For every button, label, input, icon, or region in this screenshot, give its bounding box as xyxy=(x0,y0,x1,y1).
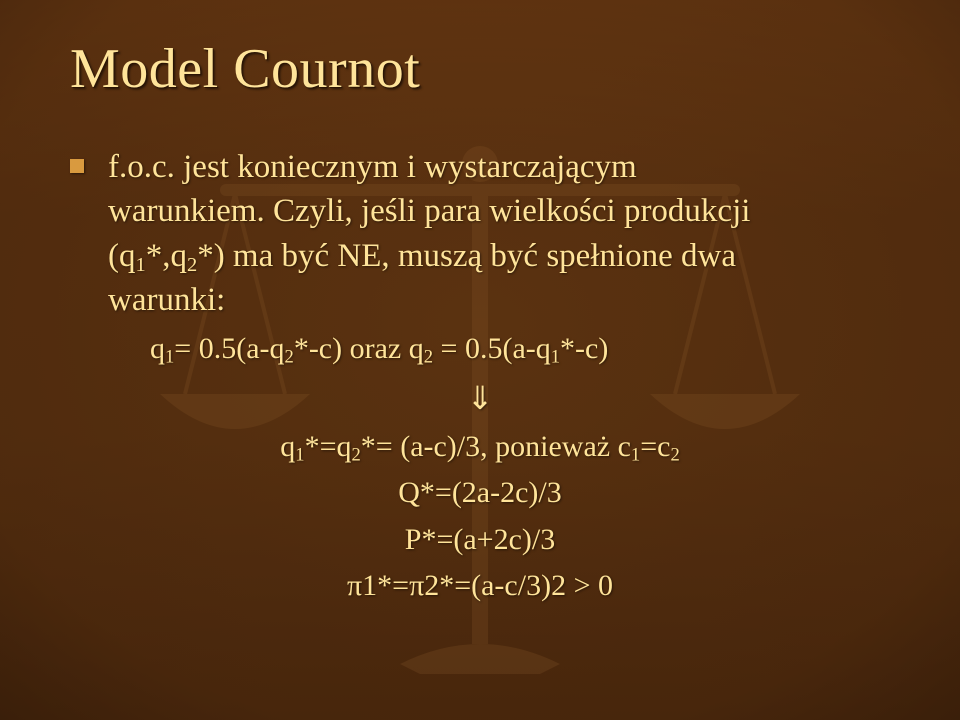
slide: Model Cournot f.o.c. jest koniecznym i w… xyxy=(0,0,960,720)
slide-body: f.o.c. jest koniecznym i wystarczającym … xyxy=(70,145,890,607)
bullet-icon xyxy=(70,159,84,173)
center-eq-3: P*=(a+2c)/3 xyxy=(70,520,890,561)
arrow-down-icon: ⇓ xyxy=(70,377,890,420)
center-eq-1: q1*=q2*= (a-c)/3, ponieważ c1=c2 xyxy=(70,427,890,468)
bullet-text: f.o.c. jest koniecznym i wystarczającym … xyxy=(108,145,750,323)
line-2: warunkiem. Czyli, jeśli para wielkości p… xyxy=(108,193,750,229)
line-1: f.o.c. jest koniecznym i wystarczającym xyxy=(108,149,637,185)
line-4: warunki: xyxy=(108,282,225,318)
center-equations: ⇓ q1*=q2*= (a-c)/3, ponieważ c1=c2 Q*=(2… xyxy=(70,377,890,606)
eq-line-1: q1= 0.5(a-q2*-c) oraz q2 = 0.5(a-q1*-c) xyxy=(150,329,890,370)
sub-equations: q1= 0.5(a-q2*-c) oraz q2 = 0.5(a-q1*-c) xyxy=(70,329,890,370)
line-3: (q1*,q2*) ma być NE, muszą być spełnione… xyxy=(108,238,736,274)
center-eq-4: π1*=π2*=(a-c/3)2 > 0 xyxy=(70,566,890,607)
bullet-item: f.o.c. jest koniecznym i wystarczającym … xyxy=(70,145,890,323)
slide-title: Model Cournot xyxy=(70,40,890,99)
content-wrap: Model Cournot f.o.c. jest koniecznym i w… xyxy=(70,40,890,607)
center-eq-2: Q*=(2a-2c)/3 xyxy=(70,473,890,514)
